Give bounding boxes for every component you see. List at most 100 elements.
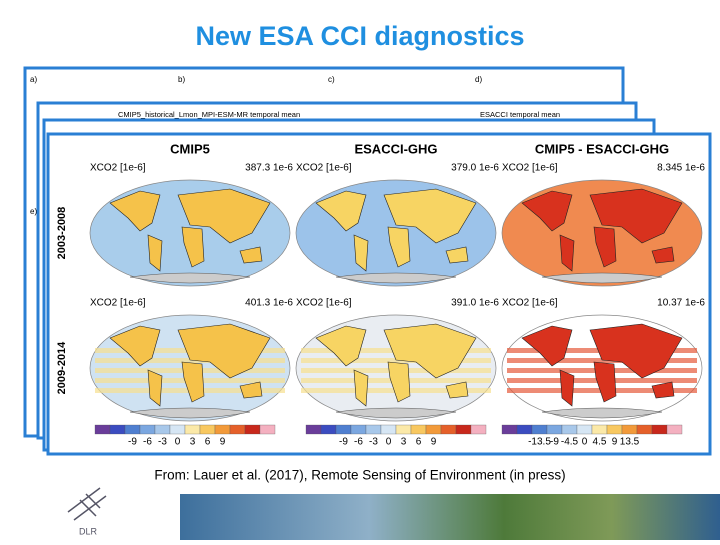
colorbar-cell — [531, 424, 548, 435]
map-mean: 391.0 1e-6 — [451, 298, 499, 309]
colorbar-label: 3 — [401, 437, 407, 448]
colorbar-label: 9 — [431, 437, 437, 448]
colorbar-cell — [410, 424, 427, 435]
panel-letter: c) — [328, 75, 335, 84]
map-band — [507, 358, 697, 363]
map-land — [315, 188, 477, 272]
caption: From: Lauer et al. (2017), Remote Sensin… — [154, 468, 565, 483]
panel-letter: a) — [30, 75, 37, 84]
colorbar-cell — [621, 424, 638, 435]
colorbar-cell — [395, 424, 412, 435]
colorbar-cell — [561, 424, 578, 435]
colorbar-label: 4.5 — [593, 437, 607, 448]
colorbar-label: -9 — [339, 437, 348, 448]
colorbar-label: -6 — [354, 437, 363, 448]
colorbar-cell — [154, 424, 171, 435]
map-land — [109, 188, 271, 272]
panel-letter: b) — [178, 75, 185, 84]
colorbar-cell — [139, 424, 156, 435]
map-mean: 387.3 1e-6 — [245, 163, 293, 174]
colorbar-label: -3 — [158, 437, 167, 448]
colorbar-label: 0 — [386, 437, 392, 448]
map-variable: XCO2 [1e-6] — [502, 298, 558, 309]
column-header: CMIP5 - ESACCI-GHG — [535, 141, 669, 156]
map-variable: XCO2 [1e-6] — [502, 163, 558, 174]
map-antarctica — [129, 272, 251, 284]
map-antarctica — [541, 272, 663, 284]
colorbar-cell — [350, 424, 367, 435]
colorbar-cell — [546, 424, 563, 435]
colorbar-cell — [305, 424, 322, 435]
colorbar-cell — [591, 424, 608, 435]
map-mean: 10.37 1e-6 — [657, 298, 705, 309]
colorbar-cell — [229, 424, 246, 435]
map-mean: 379.0 1e-6 — [451, 163, 499, 174]
panel-caption: ESACCI temporal mean — [480, 110, 560, 119]
map-land — [521, 188, 683, 272]
map-band — [95, 358, 285, 363]
earth-strip — [180, 494, 720, 540]
colorbar-label: 0 — [175, 437, 181, 448]
map-variable: XCO2 [1e-6] — [90, 163, 146, 174]
panel-letter: e) — [30, 207, 37, 216]
colorbar-label: 13.5 — [620, 437, 640, 448]
map-band — [301, 358, 491, 363]
colorbar-cell — [335, 424, 352, 435]
colorbar-label: 6 — [205, 437, 211, 448]
colorbar-label: -13.5 — [528, 437, 551, 448]
colorbar-cell — [320, 424, 337, 435]
map-mean: 8.345 1e-6 — [657, 163, 705, 174]
column-header: CMIP5 — [170, 141, 210, 156]
colorbar-label: -9 — [128, 437, 137, 448]
colorbar-cell — [124, 424, 141, 435]
dlr-logo — [67, 487, 107, 521]
colorbar-label: -3 — [369, 437, 378, 448]
map-land — [109, 323, 271, 407]
row-label: 2009-2014 — [56, 341, 68, 394]
colorbar-cell — [380, 424, 397, 435]
map-mean: 401.3 1e-6 — [245, 298, 293, 309]
colorbar-cell — [576, 424, 593, 435]
map-grid: CMIP5 ESACCI-GHG CMIP5 - ESACCI-GHG 2003-20… — [56, 141, 706, 447]
row-label: 2003-2008 — [56, 207, 68, 260]
colorbar-cell — [94, 424, 111, 435]
colorbar-label: 9 — [612, 437, 618, 448]
colorbar-cell — [455, 424, 472, 435]
column-header: ESACCI-GHG — [354, 141, 437, 156]
colorbar-cell — [516, 424, 533, 435]
colorbar-cell — [651, 424, 668, 435]
logo-text: DLR — [79, 526, 98, 536]
map-land — [315, 323, 477, 407]
logo-mark — [67, 487, 107, 521]
map-antarctica — [335, 407, 457, 419]
map-variable: XCO2 [1e-6] — [90, 298, 146, 309]
colorbar-label: -4.5 — [561, 437, 579, 448]
colorbar-cell — [244, 424, 261, 435]
colorbar-label: -9 — [550, 437, 559, 448]
colorbar-cell — [606, 424, 623, 435]
colorbar-cell — [169, 424, 186, 435]
colorbar-cell — [501, 424, 518, 435]
colorbar-cell — [214, 424, 231, 435]
colorbar-cell — [636, 424, 653, 435]
colorbar-label: -6 — [143, 437, 152, 448]
colorbar-cell — [425, 424, 442, 435]
colorbar-cell — [259, 424, 276, 435]
slide-title: New ESA CCI diagnostics — [195, 21, 524, 51]
colorbar-cell — [440, 424, 457, 435]
colorbar-label: 9 — [220, 437, 226, 448]
colorbar-label: 6 — [416, 437, 422, 448]
colorbar-cell — [109, 424, 126, 435]
map-antarctica — [129, 407, 251, 419]
colorbar-cell — [199, 424, 216, 435]
colorbar-cell — [365, 424, 382, 435]
panel-letter: d) — [475, 75, 482, 84]
colorbar-label: 3 — [190, 437, 196, 448]
panel-caption: CMIP5_historical_Lmon_MPI-ESM-MR tempora… — [118, 110, 300, 119]
colorbar-cell — [184, 424, 201, 435]
colorbar-cell — [470, 424, 487, 435]
map-antarctica — [541, 407, 663, 419]
map-variable: XCO2 [1e-6] — [296, 298, 352, 309]
